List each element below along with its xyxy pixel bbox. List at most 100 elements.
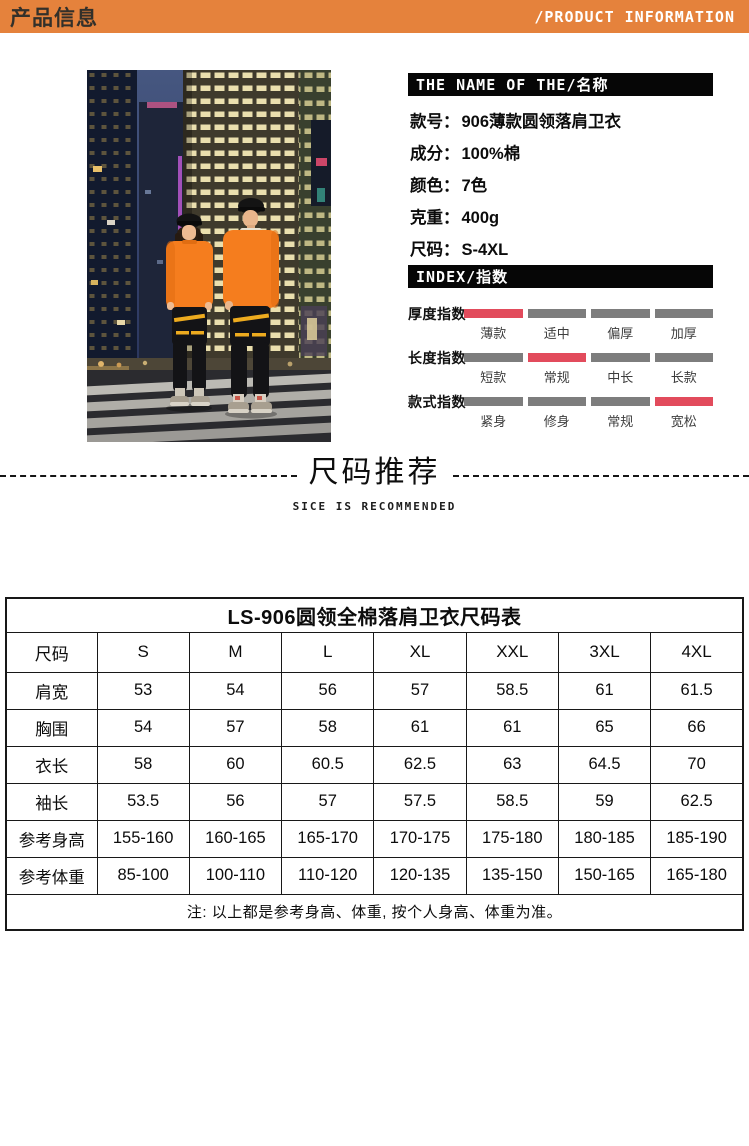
night-city-scene [87,70,331,442]
size-table-cell: 57 [281,782,375,821]
product-field-label: 成分： [410,145,460,163]
size-table-cell: 54 [188,671,283,710]
dashed-line-left [0,475,297,477]
size-table-cell: 61 [557,671,652,710]
size-table-row: 袖长 53.5 56 57 57.5 58.5 59 62.5 [5,782,744,821]
size-table-title-row: LS-906圆领全棉落肩卫衣尺码表 [5,597,744,633]
size-table-size-header: 3XL [557,631,652,673]
banner-title-en: /PRODUCT INFORMATION [534,7,735,26]
banner-title-cn: 产品信息 [10,6,98,30]
size-table-cell: 56 [188,782,283,821]
size-table-cell: 58 [96,745,190,784]
product-field: 成分： 100%棉 [410,143,621,165]
size-table-cell: 62.5 [650,782,744,821]
product-field-label: 颜色： [410,177,460,195]
size-table-row: 参考体重 85-100 100-110 110-120 120-135 135-150 15… [5,856,744,895]
size-table-cell: 150-165 [557,856,652,895]
size-recommend-subtitle: SICE IS RECOMMENDED [292,500,457,513]
index-option-label: 中长 [607,370,634,385]
product-field-value: 7色 [461,177,488,195]
index-option-labels: 紧身 修身 常规 宽松 [464,411,713,430]
size-table-cell: 57 [188,708,283,747]
index-segment [527,309,586,318]
size-table-title: LS-906圆领全棉落肩卫衣尺码表 [5,597,744,633]
index-row-scale: 紧身 修身 常规 宽松 [464,397,713,430]
index-row: 厚度指数 薄款 适中 偏厚 加厚 [408,306,713,342]
size-table-cell: 85-100 [96,856,190,895]
index-segment [654,353,713,362]
size-table-row-label: 胸围 [5,708,98,747]
product-field-value: 100%棉 [461,145,521,163]
index-segment [654,309,713,318]
product-fields: 款号： 906薄款圆领落肩卫衣 成分： 100%棉 颜色： 7色 克重： 400g 尺码： S-4… [410,111,621,271]
size-table-cell: 175-180 [465,819,559,858]
index-option-label: 薄款 [480,326,507,341]
index-segment [527,397,586,406]
product-field-value: 400g [461,209,500,227]
size-table: LS-906圆领全棉落肩卫衣尺码表 尺码 S M L XL XXL 3XL 4XL 肩宽 53 5… [5,597,744,931]
size-table-cell: 58.5 [465,671,559,710]
size-table-cell: 170-175 [373,819,467,858]
size-table-cell: 54 [96,708,190,747]
size-table-row-label: 参考体重 [5,856,98,895]
index-row: 长度指数 短款 常规 中长 长款 [408,350,713,386]
index-segment-active [464,309,523,318]
size-table-cell: 165-170 [281,819,375,858]
index-option-label: 常规 [607,414,634,429]
dashed-line-right [452,475,749,477]
left-tower [87,70,137,382]
index-option-label: 长款 [670,370,697,385]
size-table-row: 衣长 58 60 60.5 62.5 63 64.5 70 [5,745,744,784]
size-table-note: 注: 以上都是参考身高、体重, 按个人身高、体重为准。 [5,893,744,931]
size-table-size-header: 4XL [650,631,744,673]
size-table-cell: 53 [96,671,190,710]
size-table-cell: 57.5 [373,782,467,821]
index-option-label: 宽松 [670,414,697,429]
product-field-label: 克重： [410,209,460,227]
size-table-cell: 61 [465,708,559,747]
size-table-size-header: S [96,631,190,673]
size-table-cell: 62.5 [373,745,467,784]
size-table-cell: 120-135 [373,856,467,895]
size-table-cell: 165-180 [650,856,744,895]
size-table-row: 参考身高 155-160 160-165 165-170 170-175 175-180 1… [5,819,744,858]
size-table-row-label: 参考身高 [5,819,98,858]
size-table-cell: 110-120 [281,856,375,895]
size-table-cell: 58 [281,708,375,747]
index-row-label: 厚度指数 [408,306,466,322]
size-table-cell: 59 [557,782,652,821]
index-row-label: 长度指数 [408,350,466,366]
product-field-value: 906薄款圆领落肩卫衣 [461,113,622,131]
product-field-label: 款号： [410,113,460,131]
size-table-cell: 100-110 [188,856,283,895]
model-woman [166,213,213,412]
index-row-scale: 薄款 适中 偏厚 加厚 [464,309,713,342]
product-field: 克重： 400g [410,207,621,229]
name-section-header: THE NAME OF THE/名称 [408,73,713,96]
index-segment [591,397,650,406]
top-banner: 产品信息 /PRODUCT INFORMATION [0,0,749,33]
index-option-label: 偏厚 [607,326,634,341]
index-segment [591,309,650,318]
size-recommend-divider: 尺码推荐 SICE IS RECOMMENDED [0,447,749,513]
product-field-label: 尺码： [410,241,460,259]
index-option-label: 修身 [543,414,570,429]
index-rows: 厚度指数 薄款 适中 偏厚 加厚 长度指数 短款 常规 中长 长款 款式指数 紧身 修身 常规 宽松 [408,306,713,441]
right-building [299,70,331,382]
size-table-cell: 53.5 [96,782,190,821]
size-table-size-header: M [188,631,283,673]
index-option-label: 常规 [543,370,570,385]
index-segment-active [527,353,586,362]
size-recommend-title: 尺码推荐 [308,456,441,489]
index-bars [464,397,713,406]
size-table-cell: 135-150 [465,856,559,895]
size-table-row: 胸围 54 57 58 61 61 65 66 [5,708,744,747]
size-table-cell: 58.5 [465,782,559,821]
size-table-cell: 70 [650,745,744,784]
index-bars [464,309,713,318]
size-table-corner-header: 尺码 [5,631,98,673]
index-option-label: 加厚 [670,326,697,341]
size-table-note-row: 注: 以上都是参考身高、体重, 按个人身高、体重为准。 [5,893,744,931]
size-table-cell: 160-165 [188,819,283,858]
product-field-value: S-4XL [461,241,509,259]
